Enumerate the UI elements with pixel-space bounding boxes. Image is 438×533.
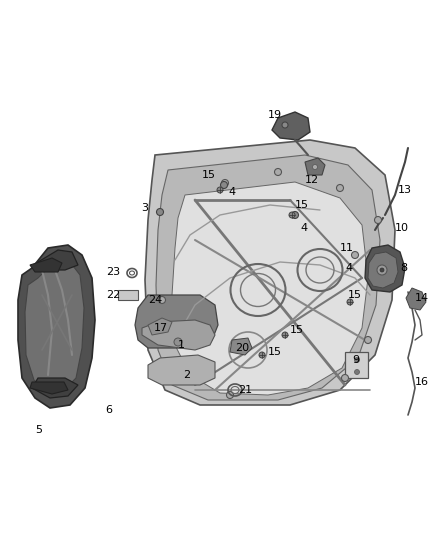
Text: 4: 4 (228, 187, 235, 197)
Text: 10: 10 (395, 223, 409, 233)
Polygon shape (30, 382, 68, 394)
Text: 15: 15 (348, 290, 362, 300)
Circle shape (275, 168, 282, 175)
Text: 6: 6 (105, 405, 112, 415)
Polygon shape (32, 378, 78, 398)
Circle shape (159, 296, 166, 303)
Text: 4: 4 (345, 263, 352, 273)
Circle shape (174, 338, 182, 346)
Text: 5: 5 (35, 425, 42, 435)
Polygon shape (148, 318, 172, 335)
Circle shape (354, 358, 360, 362)
Polygon shape (345, 352, 368, 378)
Text: 15: 15 (290, 325, 304, 335)
Text: 22: 22 (106, 290, 120, 300)
Polygon shape (305, 158, 325, 175)
Circle shape (222, 180, 229, 187)
Circle shape (292, 212, 299, 219)
Circle shape (380, 268, 384, 272)
Text: 15: 15 (295, 200, 309, 210)
Polygon shape (272, 112, 310, 140)
Polygon shape (156, 155, 380, 400)
Text: 15: 15 (268, 347, 282, 357)
Circle shape (352, 252, 358, 259)
Polygon shape (18, 245, 95, 408)
Polygon shape (135, 295, 218, 348)
Text: 23: 23 (106, 267, 120, 277)
Polygon shape (145, 140, 395, 405)
Polygon shape (406, 288, 426, 310)
Text: 24: 24 (148, 295, 162, 305)
Circle shape (226, 392, 233, 399)
Text: 12: 12 (305, 175, 319, 185)
Circle shape (312, 165, 318, 169)
Circle shape (347, 299, 353, 305)
Circle shape (220, 182, 227, 189)
Circle shape (259, 352, 265, 358)
Circle shape (156, 208, 163, 215)
Text: 14: 14 (415, 293, 429, 303)
Polygon shape (30, 258, 62, 272)
Circle shape (379, 271, 386, 279)
Polygon shape (25, 262, 84, 392)
Circle shape (336, 184, 343, 191)
Text: 11: 11 (340, 243, 354, 253)
Circle shape (282, 122, 288, 128)
Text: 17: 17 (154, 323, 168, 333)
Polygon shape (118, 290, 138, 300)
Circle shape (169, 359, 176, 366)
Text: 21: 21 (238, 385, 252, 395)
Polygon shape (38, 250, 78, 270)
Circle shape (374, 216, 381, 223)
Circle shape (217, 187, 223, 193)
Text: 8: 8 (400, 263, 407, 273)
Text: 19: 19 (268, 110, 282, 120)
Polygon shape (142, 320, 215, 350)
Text: 3: 3 (141, 203, 148, 213)
Polygon shape (172, 182, 368, 395)
Text: 13: 13 (398, 185, 412, 195)
Circle shape (364, 336, 371, 343)
Circle shape (289, 212, 295, 218)
Polygon shape (148, 355, 215, 385)
Text: 15: 15 (202, 170, 216, 180)
Text: 2: 2 (183, 370, 190, 380)
Circle shape (377, 265, 387, 275)
Circle shape (282, 332, 288, 338)
Text: 1: 1 (178, 340, 185, 350)
Text: 9: 9 (352, 355, 359, 365)
Text: 4: 4 (300, 223, 307, 233)
Circle shape (342, 375, 349, 382)
Polygon shape (368, 252, 398, 288)
Circle shape (354, 369, 360, 375)
Polygon shape (365, 245, 405, 292)
Polygon shape (230, 338, 252, 355)
Text: 20: 20 (235, 343, 249, 353)
Text: 16: 16 (415, 377, 429, 387)
